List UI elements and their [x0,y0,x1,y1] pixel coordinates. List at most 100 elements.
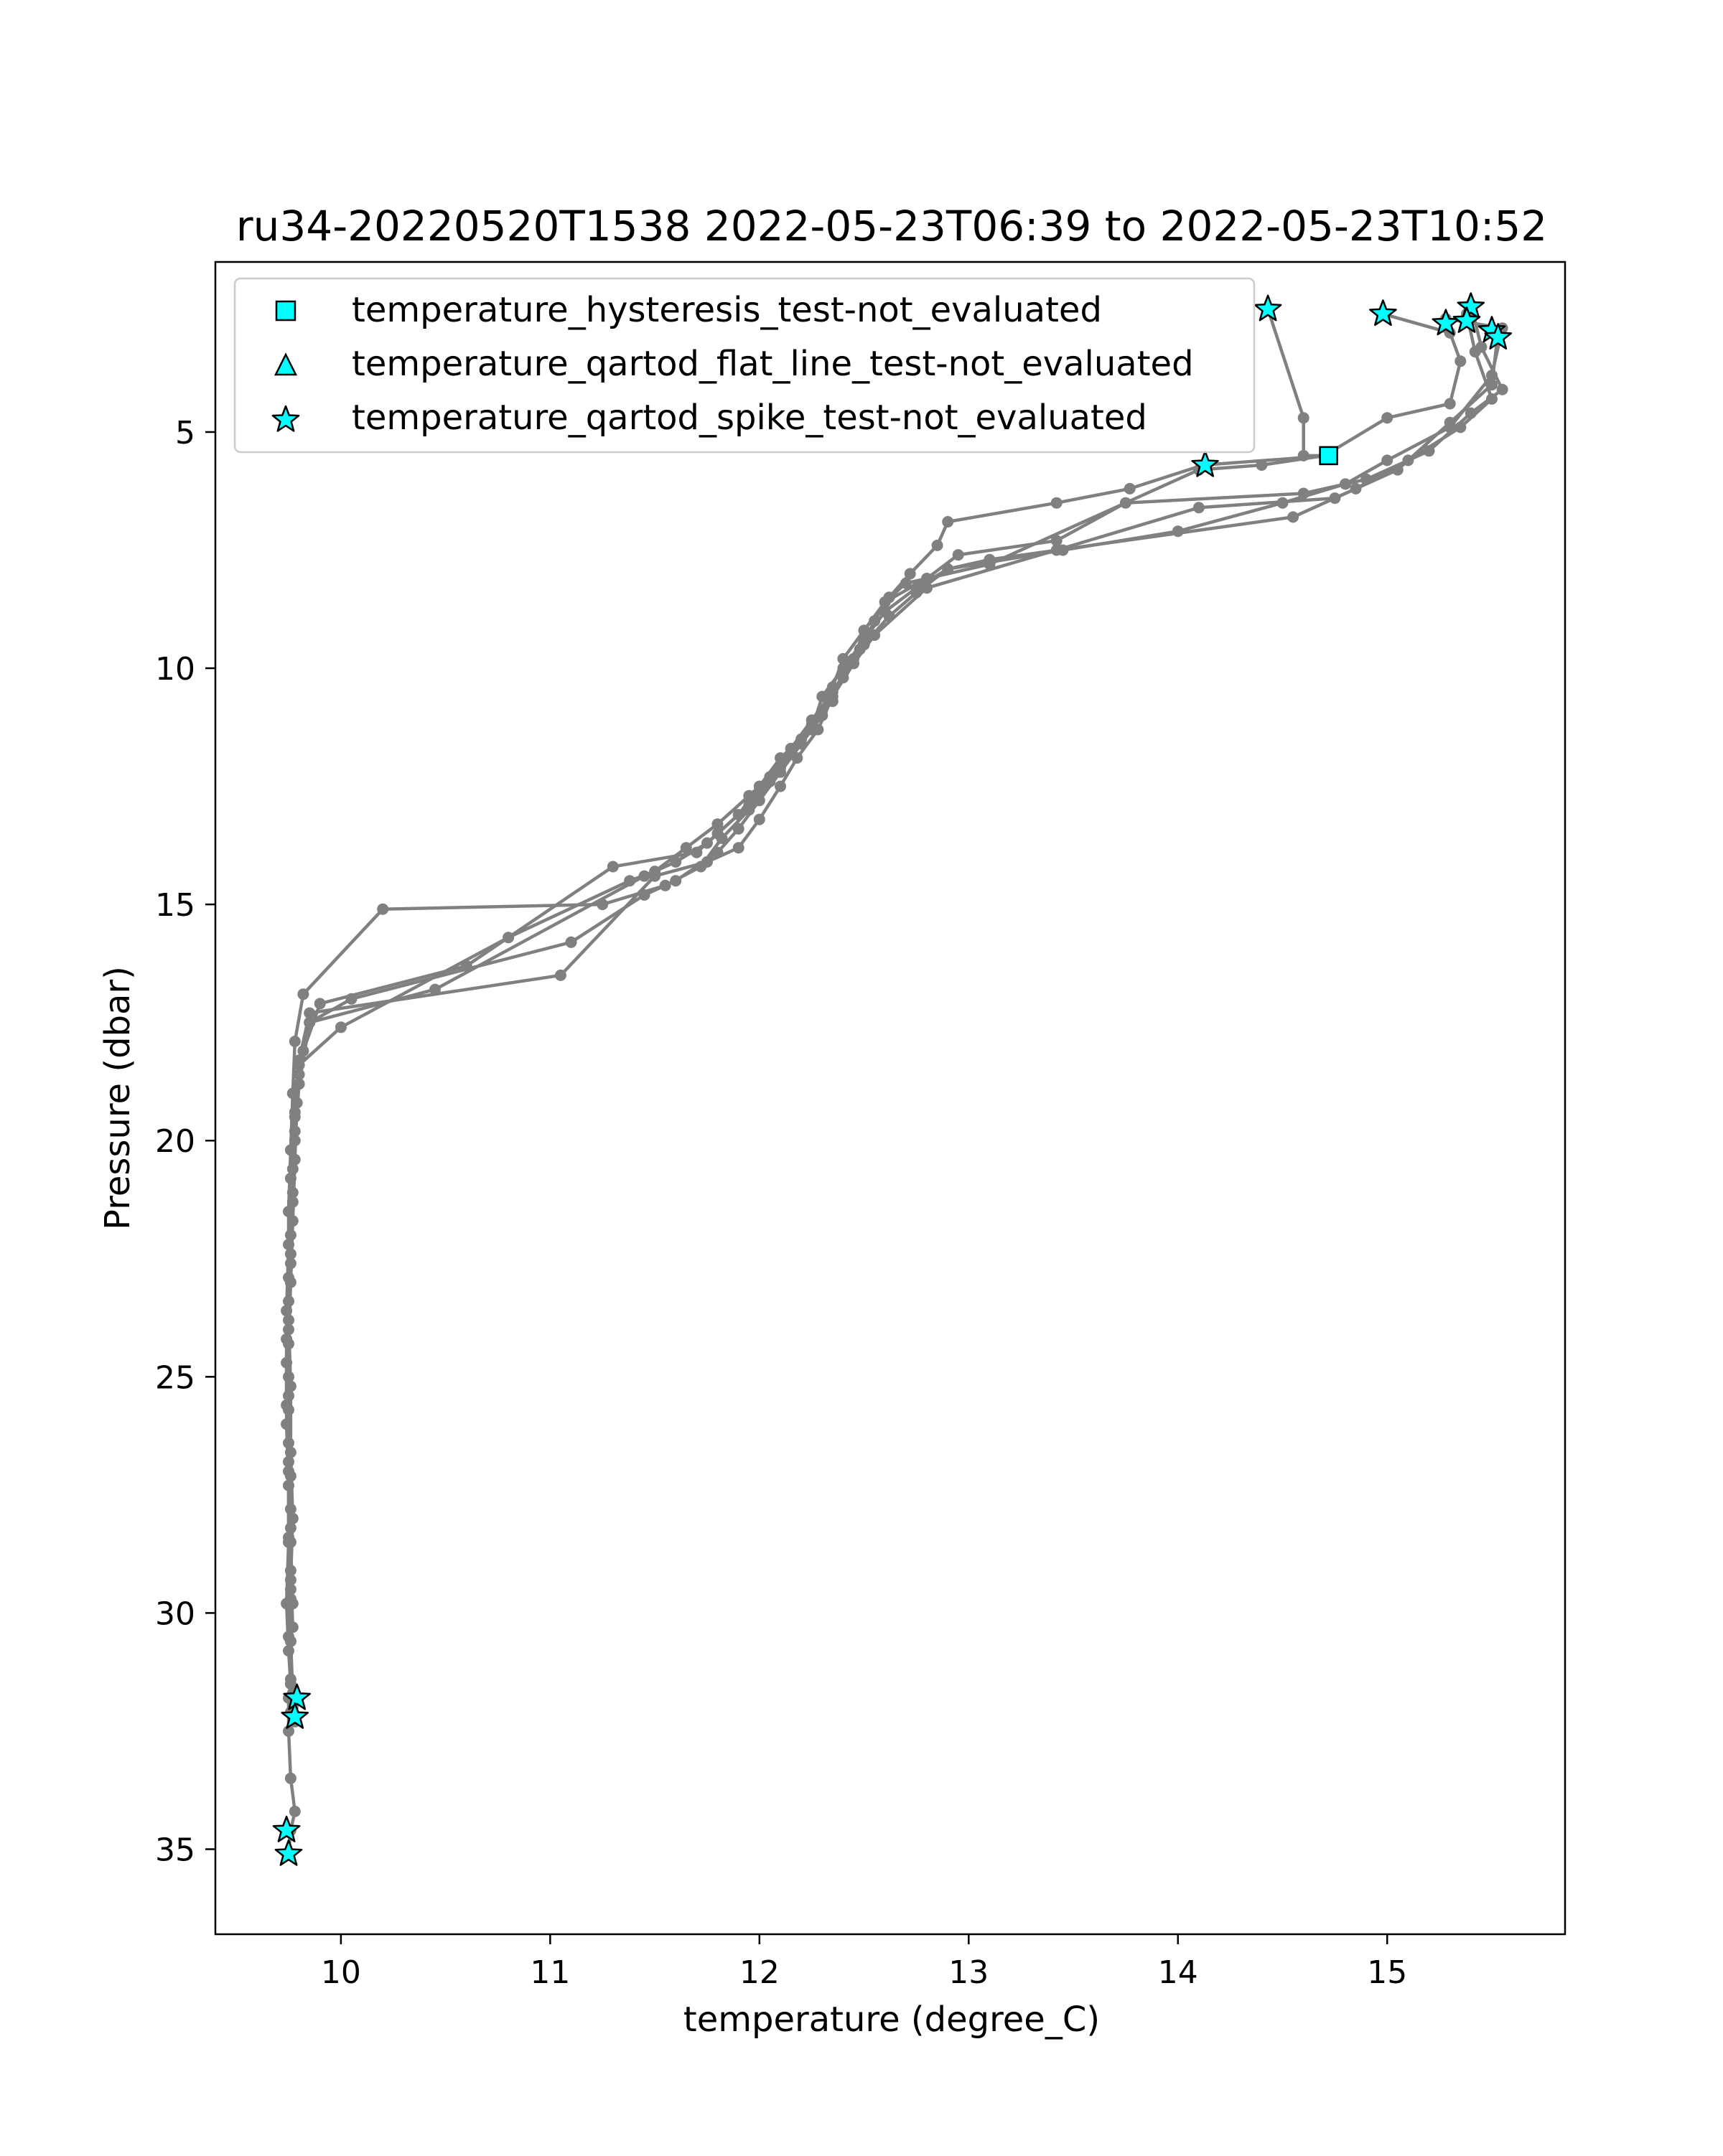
profile-point [711,818,724,830]
legend-label-hysteresis: temperature_hysteresis_test-not_evaluate… [352,290,1102,330]
profile-point [812,723,824,736]
profile-line-1 [284,309,1330,1855]
profile-point [848,657,859,670]
profile-point [293,1054,305,1067]
profile-point [1496,383,1508,395]
profile-point [1444,416,1456,428]
profile-point [1119,497,1131,509]
profile-point [335,1021,347,1034]
y-tick-label: 30 [155,1595,195,1632]
profile-point [284,1503,296,1515]
profile-point [289,1036,301,1047]
spike-flag-marker [272,1815,301,1842]
x-tick-label: 10 [321,1954,361,1991]
profile-point [904,568,916,580]
profile-point [284,1144,296,1156]
profile-point [691,846,703,858]
x-axis-label: temperature (degree_C) [683,2000,1100,2040]
profile-point [304,1007,316,1019]
profile-point [1381,454,1393,467]
y-tick-label: 35 [155,1832,195,1869]
spike-flag-marker [1457,292,1485,319]
legend-square-marker [275,300,296,322]
profile-point [284,1635,296,1647]
profile-point [1287,511,1299,523]
y-axis: 5 10 15 20 25 30 35 [155,415,215,1869]
profile-point [984,553,996,566]
legend-star-shape [271,405,300,432]
profile-point [753,813,765,825]
profile-point [764,776,776,787]
profile-point [283,1437,294,1449]
x-tick-label: 13 [948,1954,989,1991]
profile-point [607,861,619,873]
y-tick-label: 5 [175,415,195,451]
profile-point [952,549,964,561]
spike-flag-marker [281,1702,309,1729]
profile-point [649,870,661,882]
profile-point [1486,379,1498,391]
profile-line-3 [286,317,1504,1703]
profile-point [732,842,744,854]
plot-frame [214,261,1566,1936]
profile-point [597,899,609,911]
spike-flag-marker [274,1839,303,1866]
profile-point [900,577,912,589]
profile-point [284,1172,296,1184]
profile-point [775,780,786,792]
x-tick-label: 14 [1158,1954,1198,1991]
profile-point [377,903,389,915]
profile-point [281,1305,293,1317]
profile-point [284,1772,296,1784]
legend: temperature_hysteresis_test-not_evaluate… [233,277,1256,454]
profile-point [1124,482,1136,495]
profile-point [1454,421,1467,433]
spike-flag-marker [1484,323,1513,350]
profile-point [1486,393,1498,405]
profile-point [791,752,803,764]
profile-point [283,1239,294,1250]
legend-label-spike: temperature_qartod_spike_test-not_evalua… [352,398,1147,438]
profile-point [1381,412,1393,424]
y-tick-label: 15 [155,887,195,924]
profile-point [1050,544,1063,556]
profile-point [743,804,755,816]
x-tick-label: 11 [530,1954,570,1991]
profile-point [716,833,728,844]
y-axis-label: Pressure (dbar) [98,966,138,1230]
y-tick-label: 10 [155,651,195,688]
profile-point [1444,398,1456,410]
profile-point [1297,487,1309,500]
legend-triangle-marker [274,352,298,376]
y-tick-label: 25 [155,1359,195,1396]
profile-point [879,596,891,608]
hysteresis-flag-marker [1319,446,1338,466]
profile-point [931,539,943,551]
profile-point [1192,502,1205,514]
profile-point [281,1399,293,1411]
chart-title: ru34-20220520T1538 2022-05-23T06:39 to 2… [236,202,1547,250]
spike-flag-marker [1452,306,1481,333]
profile-point [942,563,954,575]
profile-point [297,988,309,1000]
legend-star-marker [271,405,300,432]
spike-flag-marker [283,1683,311,1710]
y-tick-label: 20 [155,1123,195,1160]
profile-point [289,1111,301,1123]
profile-point [289,1805,301,1817]
profile-point [565,936,577,948]
profile-point [670,856,682,868]
profile-point [1329,492,1341,505]
profile-point [680,842,692,854]
profile-point [314,998,326,1010]
x-tick-label: 15 [1367,1954,1407,1991]
profile-line-6 [284,332,1500,1628]
profile-point [1469,346,1481,358]
profile-point [858,624,870,637]
profile-line-5 [284,313,1494,1712]
profile-point [869,629,881,641]
profile-point [1454,355,1467,367]
profile-point [283,1725,294,1737]
